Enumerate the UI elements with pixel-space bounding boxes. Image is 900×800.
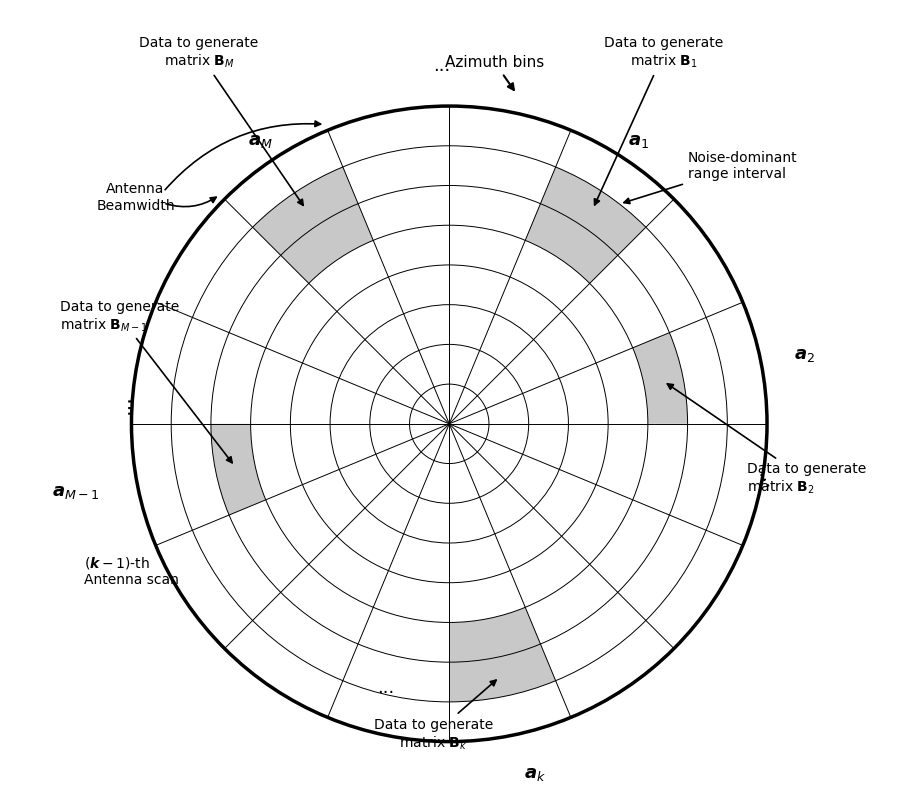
Polygon shape [449, 644, 555, 702]
Text: Data to generate
matrix $\mathbf{B}_2$: Data to generate matrix $\mathbf{B}_2$ [668, 384, 867, 497]
Text: $\boldsymbol{a}_1$: $\boldsymbol{a}_1$ [627, 132, 649, 150]
Text: $\boldsymbol{a}_k$: $\boldsymbol{a}_k$ [524, 766, 545, 783]
Text: Data to generate
matrix $\mathbf{B}_M$: Data to generate matrix $\mathbf{B}_M$ [140, 36, 303, 206]
Polygon shape [281, 204, 374, 283]
Text: ...: ... [753, 466, 780, 493]
Text: ...: ... [377, 678, 394, 697]
Polygon shape [449, 607, 541, 662]
Text: Azimuth bins: Azimuth bins [446, 55, 544, 90]
Text: $\boldsymbol{a}_2$: $\boldsymbol{a}_2$ [795, 346, 815, 364]
Text: Antenna
Beamwidth: Antenna Beamwidth [96, 182, 175, 213]
Text: ...: ... [433, 58, 450, 75]
Text: ...: ... [113, 394, 133, 414]
Text: Data to generate
matrix $\mathbf{B}_k$: Data to generate matrix $\mathbf{B}_k$ [374, 680, 496, 752]
Text: $\boldsymbol{a}_{M-1}$: $\boldsymbol{a}_{M-1}$ [52, 482, 100, 501]
Polygon shape [526, 204, 617, 283]
Text: $\boldsymbol{a}_M$: $\boldsymbol{a}_M$ [248, 132, 273, 150]
Polygon shape [541, 167, 646, 255]
Text: Data to generate
matrix $\mathbf{B}_{M-1}$: Data to generate matrix $\mathbf{B}_{M-1… [60, 299, 232, 462]
Polygon shape [253, 167, 358, 255]
Polygon shape [633, 333, 688, 424]
Polygon shape [211, 424, 266, 515]
Text: Data to generate
matrix $\mathbf{B}_1$: Data to generate matrix $\mathbf{B}_1$ [594, 36, 724, 205]
Text: Noise-dominant
range interval: Noise-dominant range interval [624, 150, 797, 203]
Text: $(\boldsymbol{k}-1)$-th
Antenna scan: $(\boldsymbol{k}-1)$-th Antenna scan [84, 554, 179, 587]
